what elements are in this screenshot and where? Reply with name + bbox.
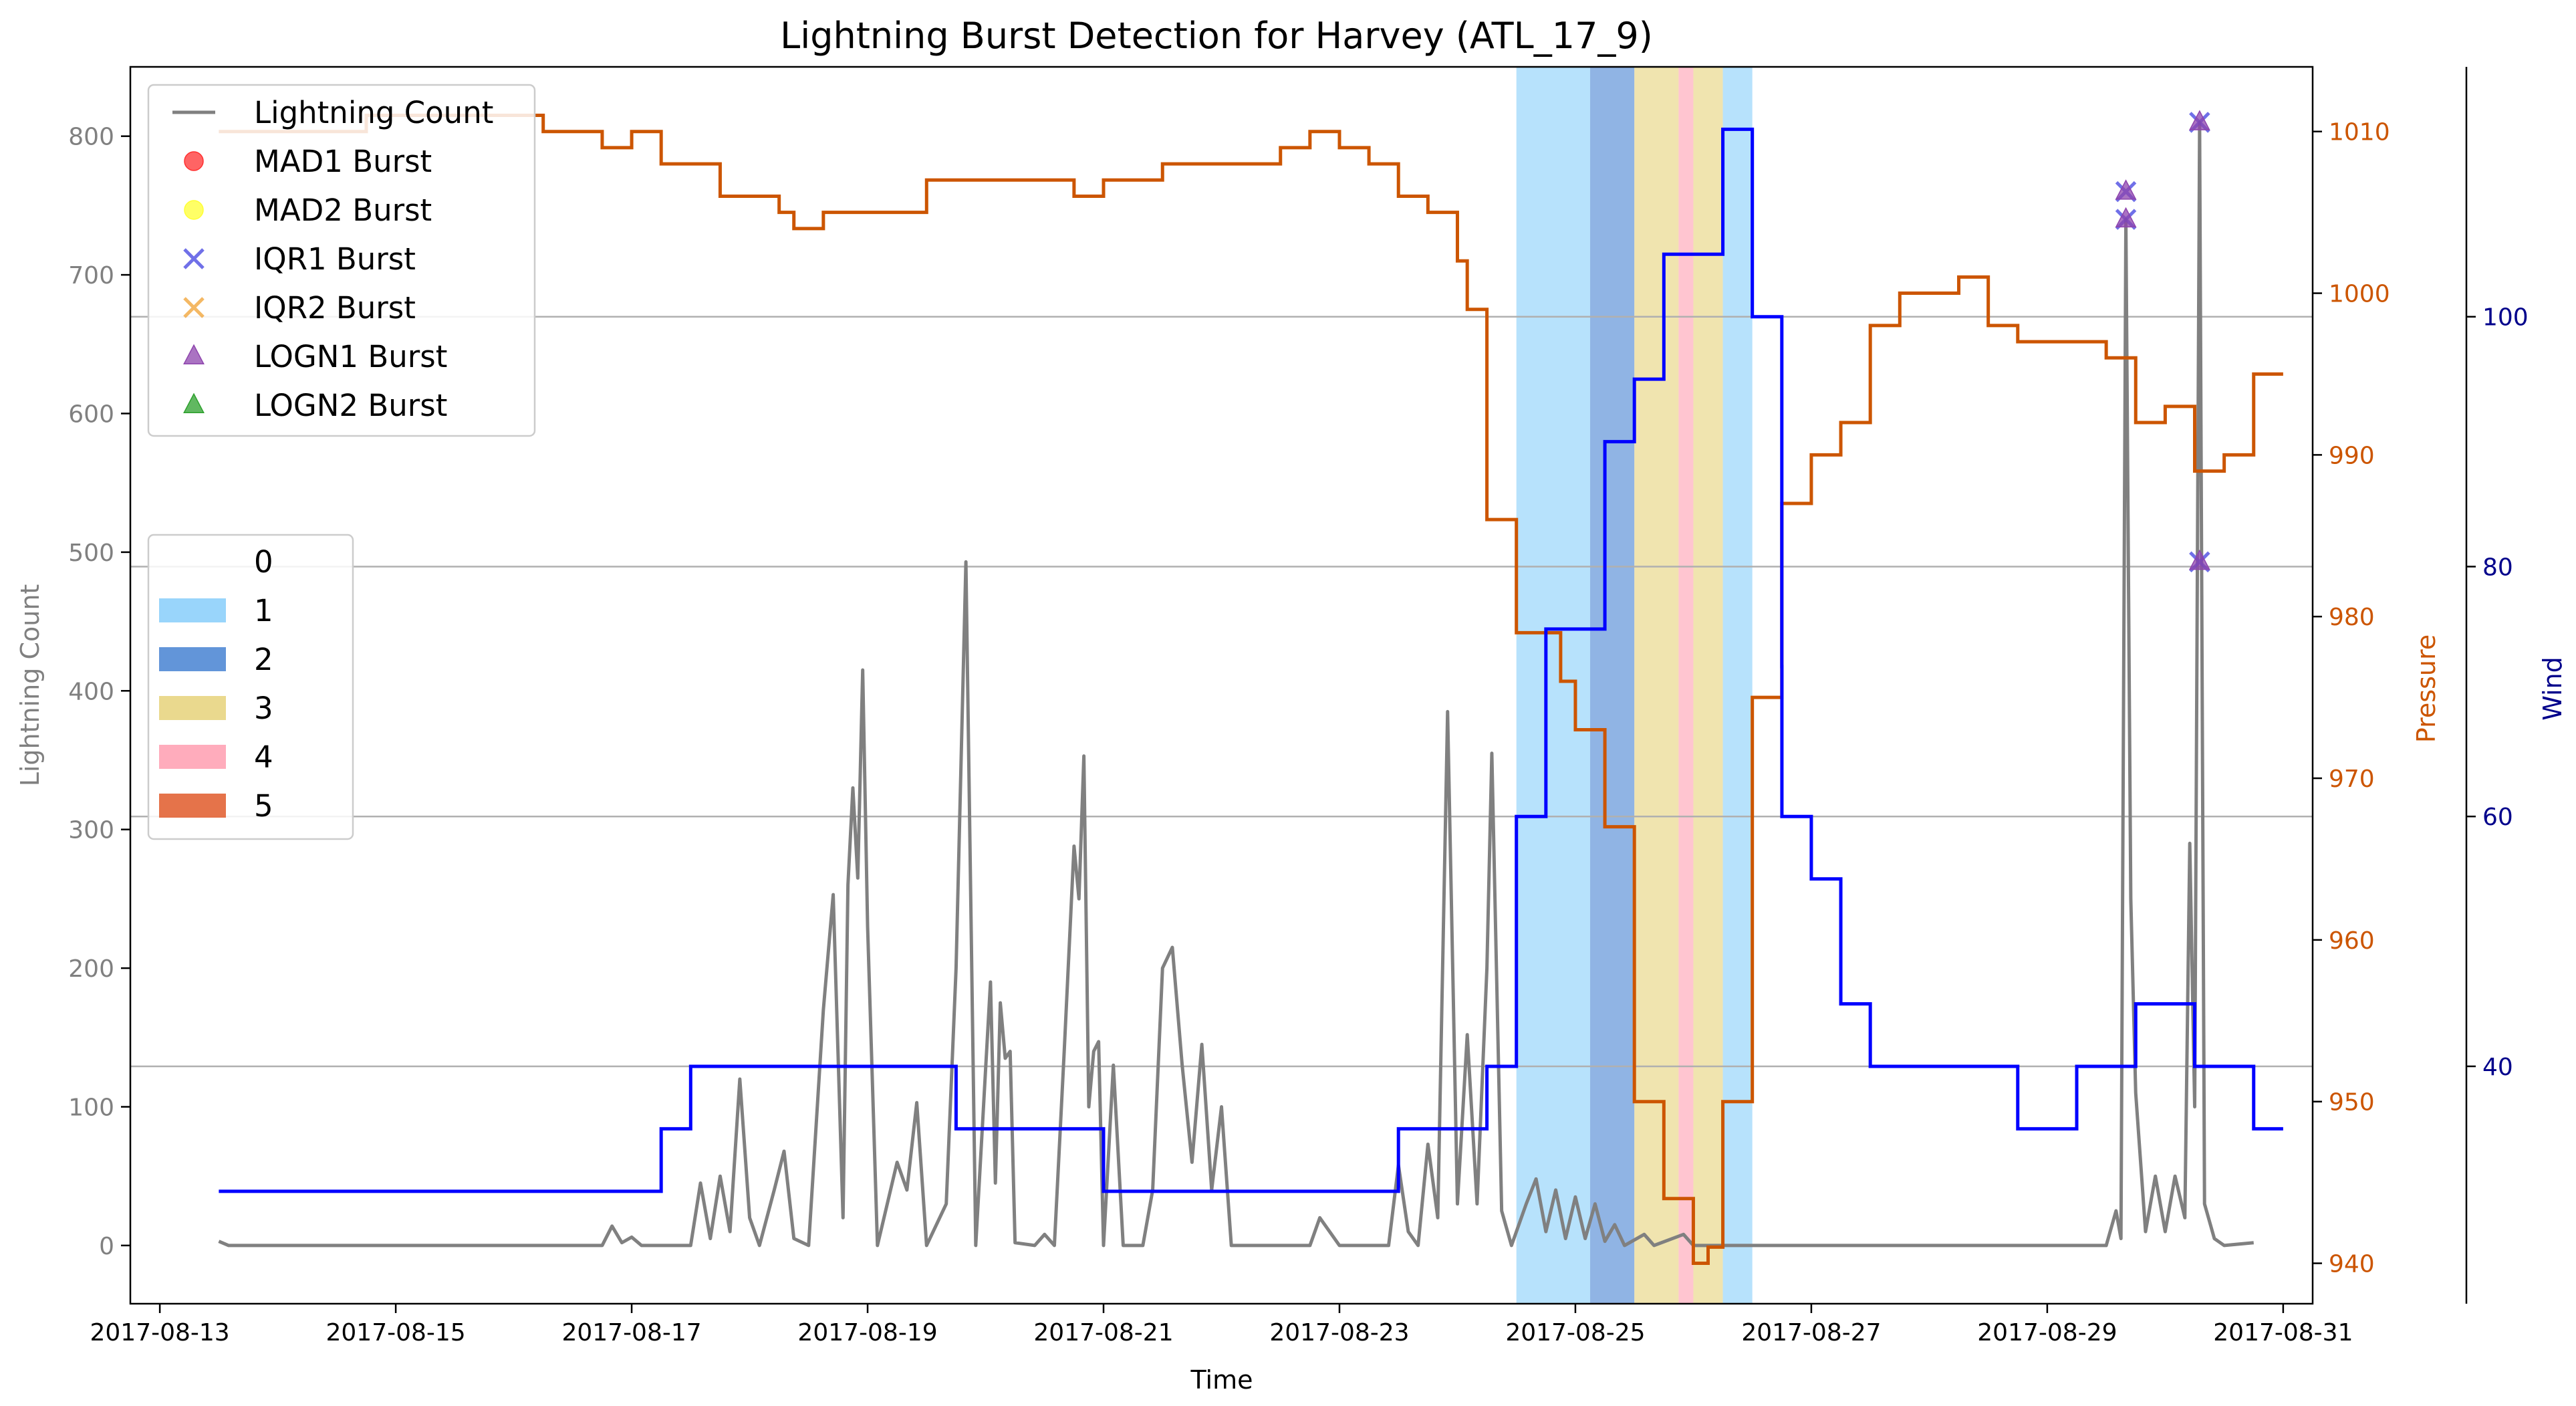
burst-marker xyxy=(2115,207,2137,228)
category-spans xyxy=(1516,67,1753,1304)
pressure-series xyxy=(219,114,2283,1266)
x-tick-label: 2017-08-23 xyxy=(1269,1319,1409,1346)
legend-label: 2 xyxy=(254,642,273,677)
x-tick-label: 2017-08-17 xyxy=(561,1319,701,1346)
legend-categories-box xyxy=(147,534,354,840)
legend-swatch xyxy=(159,598,226,622)
legend-label: 0 xyxy=(254,544,273,580)
category-span-2 xyxy=(1590,67,1635,1304)
legend-marker xyxy=(183,248,205,269)
lightning-series xyxy=(218,120,2254,1248)
category-span-3 xyxy=(1634,67,1679,1304)
y-tick-label-left: 600 xyxy=(68,400,114,428)
category-span-3 xyxy=(1693,67,1723,1304)
pressure-axis: 940 950 960 970 980 990 1000 1010 xyxy=(2313,119,2390,1278)
wind-axis: 40 60 80 100 xyxy=(2465,67,2529,1304)
left-axis: 0 100 200 300 400 500 600 700 800 xyxy=(68,124,130,1260)
y-tick-label-pressure: 960 xyxy=(2329,927,2375,955)
legend-bursts-box xyxy=(147,84,536,437)
legend-label: MAD2 Burst xyxy=(254,193,432,228)
legend-label: LOGN1 Burst xyxy=(254,339,447,374)
plot-frame xyxy=(129,66,2314,1305)
x-tick-label: 2017-08-21 xyxy=(1033,1319,1173,1346)
y-tick-label-wind: 80 xyxy=(2482,554,2513,581)
y-tick-label-pressure: 970 xyxy=(2329,766,2375,793)
y-tick-label-wind: 100 xyxy=(2482,304,2529,332)
x-tick-label: 2017-08-15 xyxy=(326,1319,465,1346)
burst-markers xyxy=(2115,110,2210,573)
y-tick-label-left: 0 xyxy=(99,1233,114,1260)
x-tick-label: 2017-08-31 xyxy=(2213,1319,2353,1346)
y-tick-label-wind: 40 xyxy=(2482,1054,2513,1081)
y-tick-label-pressure: 980 xyxy=(2329,604,2375,631)
x-axis-label: Time xyxy=(1190,1365,1253,1395)
lightning-line xyxy=(218,120,2254,1248)
y-tick-label-pressure: 1010 xyxy=(2329,119,2390,146)
y-tick-label-wind: 60 xyxy=(2482,804,2513,831)
x-tick-label: 2017-08-13 xyxy=(90,1319,230,1346)
x-tick-label: 2017-08-25 xyxy=(1505,1319,1645,1346)
y-tick-label-pressure: 1000 xyxy=(2329,281,2390,308)
legend-swatch xyxy=(159,745,226,769)
legend-categories: 0 1 2 3 4 5 xyxy=(147,534,354,840)
category-span-4 xyxy=(1678,67,1694,1304)
y-tick-label-left: 500 xyxy=(68,540,114,567)
y-tick-label-pressure: 990 xyxy=(2329,442,2375,469)
y-axis-label-pressure: Pressure xyxy=(2412,634,2441,743)
legend-swatch xyxy=(159,647,226,671)
burst-marker xyxy=(2115,179,2137,200)
category-span-1 xyxy=(1516,67,1591,1304)
bottom-axis: 2017-08-13 2017-08-15 2017-08-17 2017-08-19… xyxy=(90,1304,2353,1346)
legend-label: MAD1 Burst xyxy=(254,144,432,179)
y-tick-label-left: 200 xyxy=(68,955,114,983)
legend-label: 3 xyxy=(254,691,273,726)
y-axis-label-left: Lightning Count xyxy=(15,584,45,787)
y-tick-label-left: 400 xyxy=(68,678,114,705)
legend-marker xyxy=(184,200,204,220)
legend-swatch xyxy=(159,794,226,818)
category-span-1 xyxy=(1722,67,1753,1304)
y-tick-label-pressure: 940 xyxy=(2329,1251,2375,1278)
legend-marker xyxy=(183,392,205,413)
legend-marker xyxy=(183,297,205,318)
legend-label: LOGN2 Burst xyxy=(254,388,447,423)
legend-swatch xyxy=(159,696,226,720)
legend-label: 5 xyxy=(254,788,273,824)
x-tick-label: 2017-08-19 xyxy=(797,1319,937,1346)
wind-line xyxy=(219,127,2283,1193)
legend-label: 1 xyxy=(254,593,273,628)
y-axis-label-wind: Wind xyxy=(2538,657,2567,721)
legend-label: IQR1 Burst xyxy=(254,241,416,277)
legend-label: IQR2 Burst xyxy=(254,290,416,326)
legend-marker xyxy=(183,344,205,364)
legend-label: Lightning Count xyxy=(254,95,493,130)
chart-title: Lightning Burst Detection for Harvey (AT… xyxy=(780,15,1653,57)
y-tick-label-left: 800 xyxy=(68,124,114,151)
legend-marker xyxy=(184,151,204,171)
x-tick-label: 2017-08-27 xyxy=(1741,1319,1881,1346)
y-tick-label-pressure: 950 xyxy=(2329,1089,2375,1117)
pressure-line xyxy=(219,114,2283,1266)
y-tick-label-left: 300 xyxy=(68,817,114,844)
wind-series xyxy=(219,127,2283,1193)
y-tick-label-left: 700 xyxy=(68,262,114,289)
x-tick-label: 2017-08-29 xyxy=(1977,1319,2117,1346)
burst-marker xyxy=(2188,110,2210,130)
legend-label: 4 xyxy=(254,739,273,775)
legend-bursts: Lightning Count MAD1 Burst MAD2 Burst IQR1 … xyxy=(147,84,536,437)
burst-marker xyxy=(2188,550,2210,570)
y-tick-label-left: 100 xyxy=(68,1094,114,1121)
